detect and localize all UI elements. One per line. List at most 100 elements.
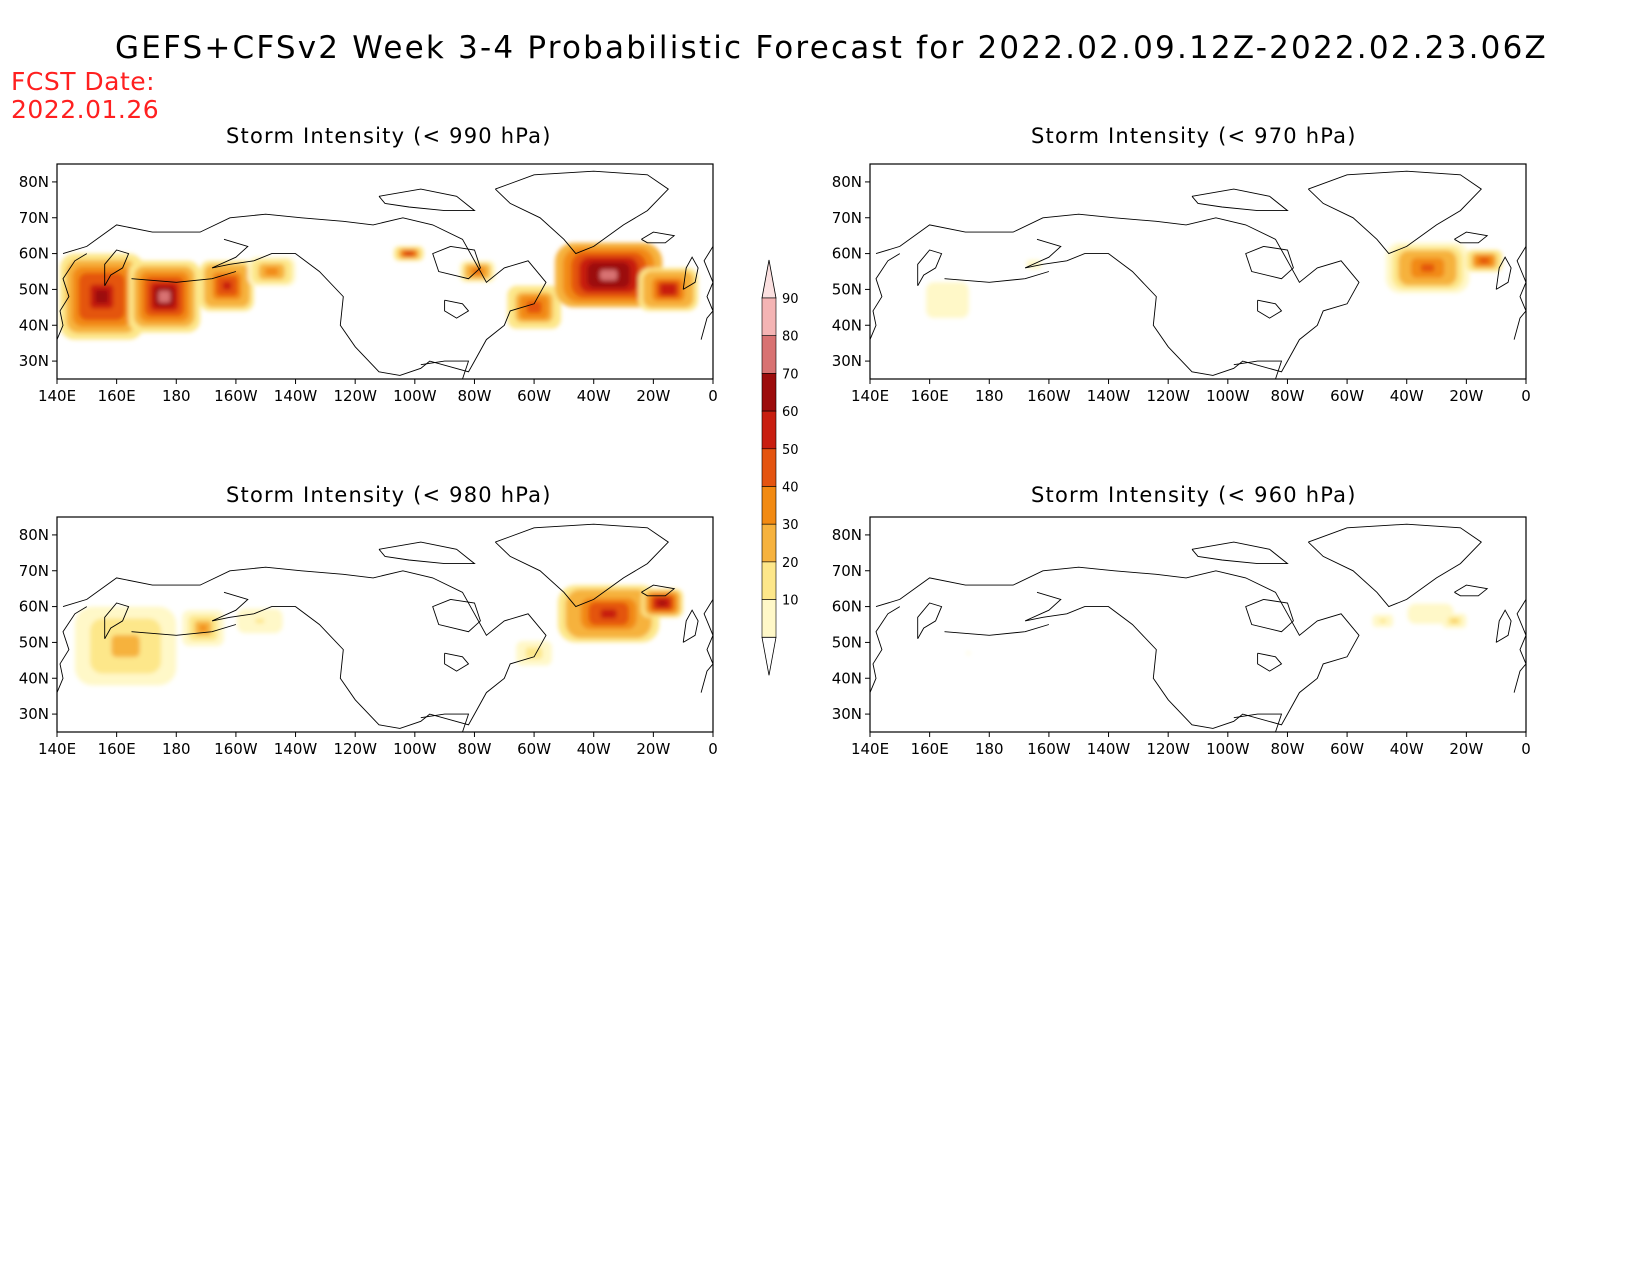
prob-cell-7-6: [600, 269, 618, 281]
prob-cell-0-6: [117, 639, 134, 653]
coast-arctic-islands: [378, 541, 476, 565]
x-tick-label: 100W: [1206, 740, 1250, 758]
prob-cell-1-6: [1452, 619, 1457, 623]
x-tick-label: 140E: [38, 387, 76, 405]
colorbar-swatch-30: [761, 523, 777, 563]
x-tick-label: 80W: [1270, 740, 1304, 758]
coast-gulf: [420, 360, 470, 379]
coast-kamchatka: [104, 249, 130, 287]
panel-title-970: Storm Intensity (< 970 hPa): [1031, 124, 1357, 148]
colorbar-label: 20: [782, 556, 799, 571]
x-tick-label: 60W: [1330, 387, 1364, 405]
x-tick-label: 80W: [457, 740, 491, 758]
coast-britain: [682, 609, 699, 643]
prob-cell-3-6: [1481, 259, 1488, 263]
coast-greenland: [494, 523, 669, 608]
colorbar-label: 40: [782, 481, 799, 496]
coast-kamchatka: [104, 602, 130, 640]
x-tick-label: 140W: [1087, 387, 1131, 405]
map-panel-1: 140E 160E 180 160W 140W 120W 100W 80W 60W 40W 20W 0…: [19, 163, 718, 405]
forecast-date-value: 2022.01.26: [11, 95, 160, 124]
y-tick-label: 30N: [832, 705, 862, 723]
prob-cell-2-6: [255, 618, 265, 624]
coast-asia: [57, 606, 88, 693]
colorbar-swatch-80: [761, 335, 777, 374]
x-tick-label: 160W: [1027, 740, 1071, 758]
x-tick-label: 100W: [393, 387, 437, 405]
y-tick-label: 50N: [832, 633, 862, 651]
panel-title-960: Storm Intensity (< 960 hPa): [1031, 483, 1357, 507]
colorbar-label: 30: [782, 518, 799, 533]
colorbar-label: 80: [782, 330, 799, 345]
coast-great-lakes: [1257, 299, 1283, 319]
coast-asia: [870, 253, 901, 340]
coastlines: [57, 170, 713, 379]
coast-hudson-bay: [432, 245, 481, 280]
x-tick-label: 20W: [636, 387, 670, 405]
probability-field: [60, 242, 699, 340]
y-tick-label: 50N: [19, 280, 49, 298]
y-tick-label: 60N: [19, 598, 49, 616]
x-tick-label: 160E: [98, 387, 136, 405]
coast-britain: [1495, 256, 1512, 290]
x-tick-label: 40W: [577, 740, 611, 758]
coastlines: [870, 523, 1526, 732]
panel-title-990: Storm Intensity (< 990 hPa): [226, 124, 552, 148]
coast-gulf: [1233, 713, 1283, 732]
colorbar-swatch-40: [761, 486, 777, 525]
x-tick-label: 160W: [1027, 387, 1071, 405]
coast-arctic-islands: [378, 188, 476, 212]
map-panels: 140E 160E 180 160W 140W 120W 100W 80W 60W 40W 20W 0…: [19, 163, 1531, 758]
coast-iceland: [641, 231, 676, 244]
prob-cell-4-6: [406, 252, 412, 255]
y-tick-label: 70N: [832, 562, 862, 580]
coast-north-america: [875, 566, 1360, 729]
map-frame: [869, 516, 1527, 733]
y-tick-label: 60N: [832, 598, 862, 616]
x-tick-label: 160E: [98, 740, 136, 758]
colorbar-label: 60: [782, 405, 799, 420]
y-tick-label: 70N: [19, 209, 49, 227]
map-frame: [56, 516, 714, 733]
y-tick-label: 70N: [19, 562, 49, 580]
x-tick-label: 0: [1521, 740, 1531, 758]
prob-cell-0-6: [95, 289, 109, 304]
x-tick-label: 140E: [851, 387, 889, 405]
coast-iceland: [1454, 231, 1489, 244]
coast-gulf: [1233, 360, 1283, 379]
prob-cell-0-6: [941, 295, 954, 306]
x-tick-label: 120W: [333, 387, 377, 405]
map-panel-3: 140E 160E 180 160W 140W 120W 100W 80W 60W 40W 20W 0…: [19, 516, 718, 758]
prob-cell-1-6: [158, 290, 171, 303]
coast-kamchatka: [917, 602, 943, 640]
coast-iceland: [641, 584, 676, 597]
x-tick-label: 140E: [38, 740, 76, 758]
x-tick-label: 180: [975, 387, 1004, 405]
coast-aleutians: [944, 624, 1050, 636]
map-panel-4: 140E 160E 180 160W 140W 120W 100W 80W 60W 40W 20W 0…: [832, 516, 1531, 758]
coastlines: [870, 170, 1526, 379]
x-tick-label: 20W: [1449, 387, 1483, 405]
y-tick-label: 50N: [19, 633, 49, 651]
coast-arctic-islands: [1191, 188, 1289, 212]
prob-cell-1-6: [199, 625, 207, 631]
prob-cell-3-6: [267, 269, 276, 274]
colorbar-swatch-60: [761, 410, 777, 450]
coast-europe: [700, 246, 713, 340]
x-tick-label: 120W: [333, 740, 377, 758]
prob-cell-2-6: [222, 281, 232, 290]
main-title: GEFS+CFSv2 Week 3-4 Probabilistic Foreca…: [115, 30, 1548, 66]
coast-gulf: [420, 713, 470, 732]
coast-great-lakes: [1257, 652, 1283, 672]
x-tick-label: 140W: [1087, 740, 1131, 758]
x-tick-label: 20W: [636, 740, 670, 758]
coast-hudson-bay: [432, 598, 481, 633]
coast-greenland: [1307, 170, 1482, 255]
y-tick-label: 40N: [832, 669, 862, 687]
x-tick-label: 0: [708, 740, 718, 758]
colorbar-swatch-20: [761, 561, 777, 600]
y-tick-label: 60N: [19, 245, 49, 263]
x-tick-label: 120W: [1146, 387, 1190, 405]
x-tick-label: 140W: [274, 740, 318, 758]
x-tick-label: 60W: [517, 387, 551, 405]
